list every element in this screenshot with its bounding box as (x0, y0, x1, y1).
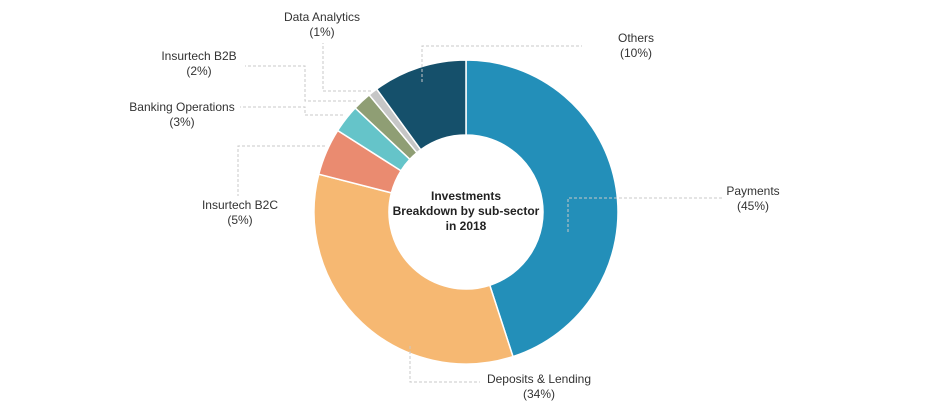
slice-label-name: Payments (726, 184, 779, 198)
center-title-line-2: Breakdown by sub-sector (393, 204, 540, 218)
slice-label-name: Insurtech B2C (202, 198, 278, 212)
center-title-line-1: Investments (431, 189, 501, 203)
slice-label-name: Others (618, 31, 654, 45)
slice-others (375, 59, 467, 151)
leader-line-insurtech-b2b (245, 65, 356, 102)
leader-line-data-analytics (322, 43, 371, 92)
slice-label-percent: (2%) (186, 64, 211, 78)
slice-deposits-lending (313, 173, 514, 365)
slice-label-percent: (10%) (620, 46, 652, 60)
slice-label-percent: (1%) (309, 25, 334, 39)
slice-payments (465, 59, 619, 358)
leader-line-payments (567, 197, 722, 232)
leader-line-deposits-lending (409, 346, 480, 383)
leader-lines-layer (237, 43, 722, 383)
slice-label-name: Deposits & Lending (487, 372, 591, 386)
labels-layer: Payments(45%) Deposits & Lending(34%) Insu… (129, 10, 779, 401)
slice-label-percent: (5%) (227, 213, 252, 227)
slice-label-percent: (34%) (523, 387, 555, 401)
leader-line-others (421, 45, 582, 82)
slice-label-name: Insurtech B2B (161, 49, 236, 63)
slices-layer (313, 59, 619, 365)
slice-label-percent: (3%) (169, 115, 194, 129)
leader-line-insurtech-b2c (237, 145, 325, 196)
center-title-line-3: in 2018 (446, 219, 487, 233)
slice-label-name: Data Analytics (284, 10, 360, 24)
slice-label-percent: (45%) (737, 199, 769, 213)
slice-label-name: Banking Operations (129, 100, 234, 114)
leader-line-banking-operations (240, 106, 343, 116)
